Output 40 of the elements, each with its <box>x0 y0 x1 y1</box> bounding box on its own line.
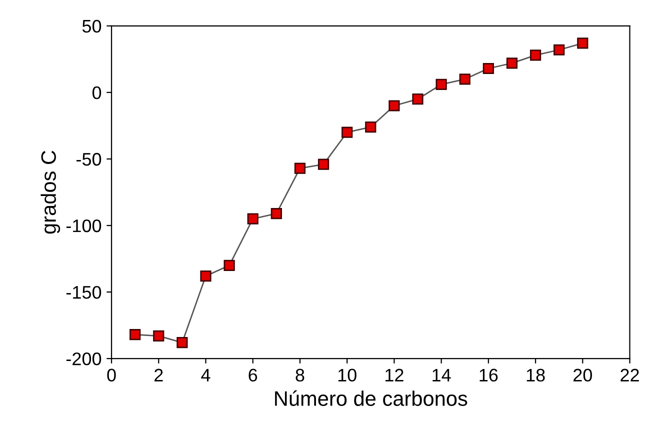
x-tick-label: 0 <box>107 368 116 382</box>
point <box>153 330 164 342</box>
point <box>294 162 306 174</box>
x-tick-label: 12 <box>386 368 404 382</box>
y-tick-label: 0 <box>92 86 102 100</box>
y-tick-label: 50 <box>82 20 102 33</box>
y-tick-label: -150 <box>66 286 102 299</box>
x-tick-label: 6 <box>248 368 258 382</box>
y-tick-label: -50 <box>76 152 102 166</box>
point <box>365 121 376 133</box>
y-tick-label: -200 <box>66 352 102 366</box>
point <box>482 62 494 74</box>
point <box>577 38 588 49</box>
point <box>554 44 565 56</box>
x-tick-label: 2 <box>154 368 163 382</box>
x-tick-label: 14 <box>432 368 451 382</box>
point <box>176 337 188 348</box>
point <box>436 78 447 90</box>
point <box>388 100 400 112</box>
point <box>530 50 542 61</box>
point <box>200 270 212 282</box>
x-tick-label: 10 <box>338 368 356 382</box>
x-tick-label: 4 <box>201 368 210 382</box>
point <box>247 213 258 224</box>
point <box>506 58 518 69</box>
point <box>130 329 141 340</box>
x-tick-label: 8 <box>296 368 304 382</box>
y-tick-label: -100 <box>66 219 102 232</box>
point <box>270 208 282 220</box>
y-axis-title: grados C <box>40 150 60 234</box>
x-tick-label: 16 <box>480 368 498 382</box>
x-tick-label: 22 <box>620 368 639 382</box>
point <box>318 158 330 170</box>
point <box>412 94 424 105</box>
x-tick-label: 20 <box>574 368 592 382</box>
point <box>342 126 353 138</box>
point <box>459 74 470 85</box>
x-tick-label: 18 <box>526 368 545 382</box>
x-axis-title: Número de carbonos <box>275 390 468 406</box>
point <box>224 260 235 271</box>
